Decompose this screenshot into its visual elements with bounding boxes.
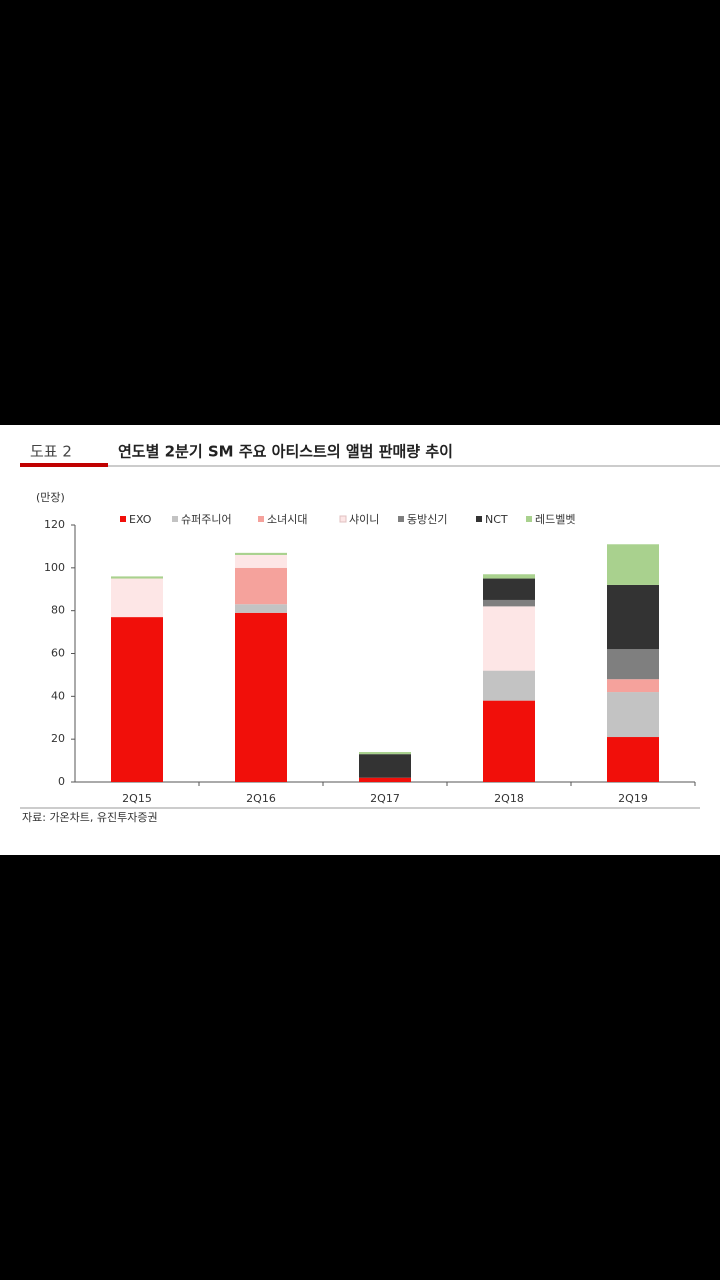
source: 자료: 가온차트, 유진투자증권	[22, 811, 158, 824]
bar-segment	[483, 578, 535, 600]
bar-segment	[359, 752, 411, 755]
y-tick-label: 100	[44, 561, 65, 574]
bar-segment	[359, 777, 411, 782]
bar-segment	[235, 554, 287, 568]
legend-swatch	[526, 516, 532, 522]
bar-segment	[483, 606, 535, 671]
bar-segment	[607, 679, 659, 693]
bar-segment	[235, 552, 287, 555]
legend-label: NCT	[485, 513, 508, 526]
legend-label: 레드벨벳	[535, 513, 575, 526]
x-tick-label: 2Q18	[494, 792, 524, 805]
figure-label: 도표 2	[30, 443, 72, 461]
legend-swatch	[339, 515, 347, 523]
bar-segment	[607, 737, 659, 782]
x-tick-label: 2Q15	[122, 792, 152, 805]
x-tick-label: 2Q17	[370, 792, 400, 805]
legend-label: 슈퍼주니어	[181, 513, 232, 526]
y-tick-label: 60	[51, 647, 65, 660]
y-tick-label: 80	[51, 604, 65, 617]
legend-swatch	[476, 516, 482, 522]
x-tick-label: 2Q19	[618, 792, 648, 805]
bar-segment	[483, 700, 535, 782]
bar-segment	[483, 574, 535, 579]
bar-segment	[235, 567, 287, 605]
y-tick-label: 20	[51, 732, 65, 745]
x-tick-label: 2Q16	[246, 792, 276, 805]
y-tick-label: 40	[51, 689, 65, 702]
bar-segment	[607, 584, 659, 650]
bar-segment	[111, 617, 163, 782]
y-tick-label: 120	[44, 518, 65, 531]
legend-swatch	[258, 516, 264, 522]
legend-swatch	[398, 516, 404, 522]
legend-label: 소녀시대	[267, 513, 307, 526]
bar-segment	[607, 649, 659, 680]
bar-segment	[359, 754, 411, 778]
bar-segment	[111, 578, 163, 618]
bar-segment	[235, 604, 287, 613]
bar-segment	[483, 599, 535, 607]
legend-swatch	[172, 516, 178, 522]
chart-title: 연도별 2분기 SM 주요 아티스트의 앨범 판매량 추이	[118, 443, 453, 461]
legend-label: EXO	[129, 513, 152, 526]
legend-label: 동방신기	[407, 513, 447, 526]
y-unit: (만장)	[36, 491, 65, 504]
legend-label: 샤이니	[349, 513, 379, 526]
y-tick-label: 0	[58, 775, 65, 788]
bar-segment	[607, 544, 659, 585]
bar-segment	[483, 670, 535, 701]
legend-swatch	[120, 516, 126, 522]
bar-segment	[235, 612, 287, 782]
bar-segment	[607, 692, 659, 738]
bar-segment	[111, 576, 163, 579]
header-underline	[20, 463, 108, 467]
